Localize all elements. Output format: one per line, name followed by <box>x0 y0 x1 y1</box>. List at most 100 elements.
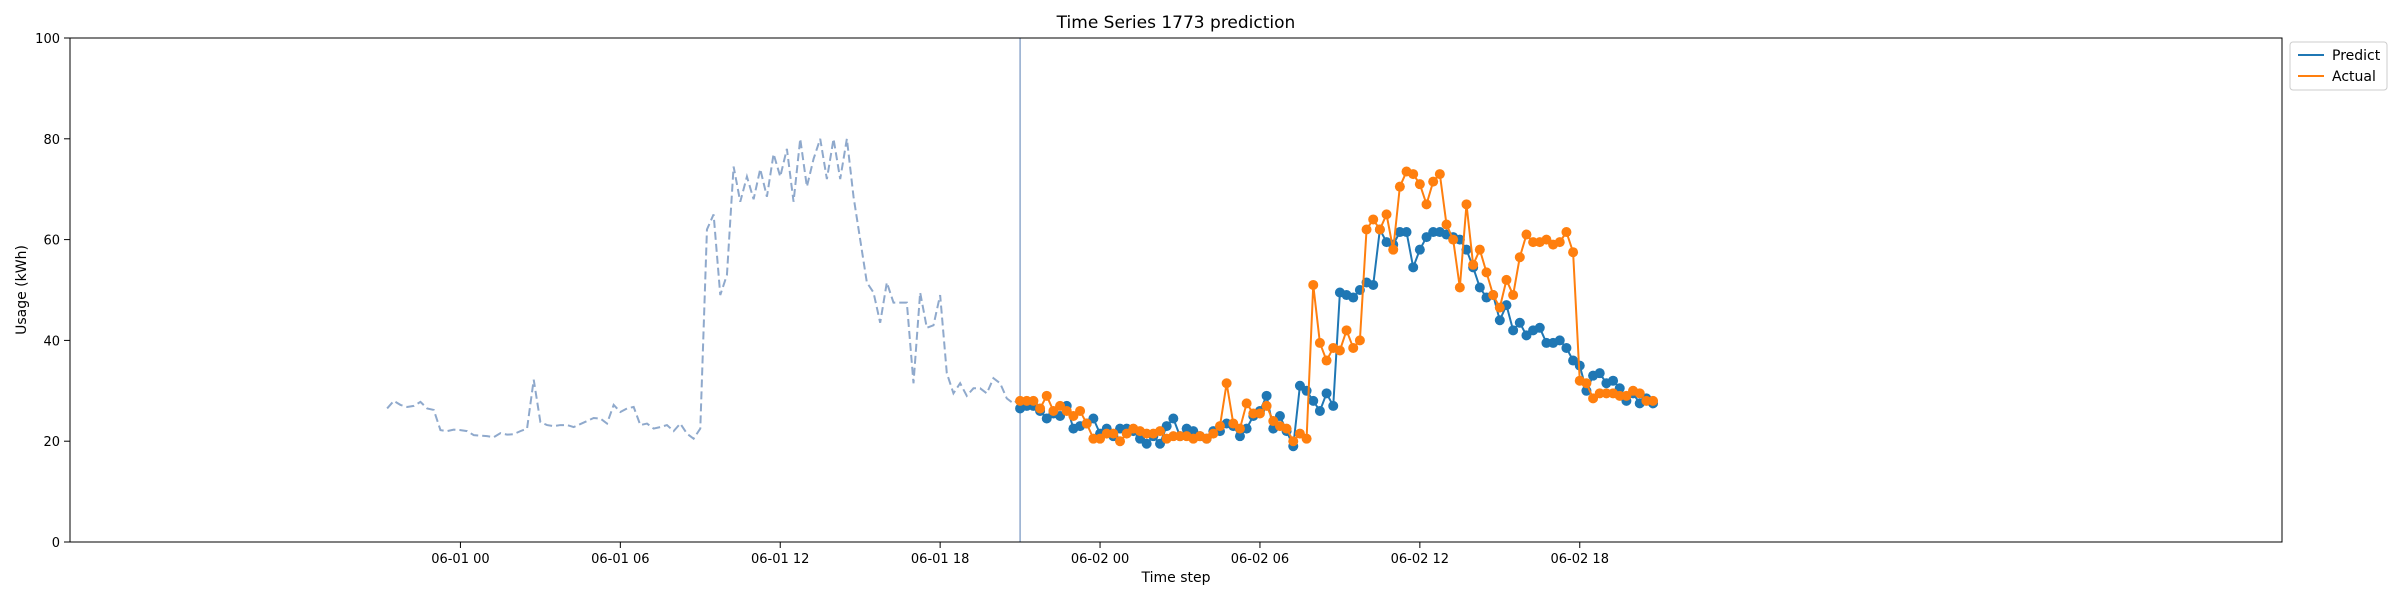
actual-point <box>1388 244 1399 255</box>
actual-point <box>1155 426 1166 437</box>
data-layer <box>386 38 1659 542</box>
actual-point <box>1341 325 1352 336</box>
axes-layer: 06-01 00 06-01 06 06-01 12 06-01 18 06-02 00… <box>35 32 2283 567</box>
actual-point <box>1241 398 1252 409</box>
predict-point <box>1348 292 1359 303</box>
actual-point <box>1454 282 1465 293</box>
legend: Predict Actual <box>2289 41 2388 91</box>
predict-point <box>1301 385 1312 396</box>
actual-point <box>1348 342 1359 353</box>
history-line <box>386 138 1021 441</box>
actual-point <box>1214 421 1225 432</box>
actual-point <box>1421 199 1432 210</box>
predict-point <box>1474 282 1485 293</box>
actual-point <box>1041 390 1052 401</box>
actual-point <box>1494 302 1505 313</box>
predict-point <box>1321 388 1332 399</box>
x-axis: 06-01 00 06-01 06 06-01 12 06-01 18 06-02 00… <box>431 542 1609 567</box>
actual-point <box>1381 209 1392 220</box>
predict-point <box>1508 325 1519 336</box>
predict-point <box>1561 342 1572 353</box>
predict-point <box>1168 413 1179 424</box>
chart-title: Time Series 1773 prediction <box>1056 13 1296 33</box>
actual-point <box>1234 423 1245 434</box>
actual-point <box>1648 395 1659 406</box>
actual-point <box>1581 378 1592 389</box>
predict-point <box>1594 368 1605 379</box>
predict-point <box>1314 405 1325 416</box>
y-tick-label: 0 <box>52 536 60 551</box>
x-tick-label: 06-01 12 <box>751 552 809 567</box>
actual-point <box>1368 214 1379 225</box>
y-axis-label: Usage (kWh) <box>14 245 30 335</box>
actual-point <box>1361 224 1372 235</box>
actual-point <box>1115 436 1126 447</box>
actual-points <box>1015 166 1659 447</box>
predict-point <box>1494 315 1505 326</box>
actual-point <box>1035 403 1046 414</box>
actual-point <box>1634 388 1645 399</box>
actual-point <box>1408 169 1419 180</box>
y-tick-label: 40 <box>43 334 60 349</box>
actual-point <box>1334 345 1345 356</box>
y-tick-label: 60 <box>43 234 60 249</box>
x-axis-label: Time step <box>1141 570 1211 586</box>
plot-frame <box>69 37 2283 543</box>
actual-point <box>1448 234 1459 245</box>
predict-point <box>1514 317 1525 328</box>
x-tick-label: 06-02 00 <box>1071 552 1129 567</box>
actual-point <box>1441 219 1452 230</box>
predict-point <box>1234 431 1245 442</box>
predict-point <box>1308 395 1319 406</box>
actual-point <box>1354 335 1365 346</box>
actual-point <box>1108 428 1119 439</box>
predict-point <box>1414 244 1425 255</box>
actual-point <box>1394 181 1405 192</box>
actual-point <box>1281 423 1292 434</box>
y-tick-label: 100 <box>35 32 60 47</box>
actual-point <box>1208 428 1219 439</box>
x-tick-label: 06-01 00 <box>431 552 489 567</box>
predict-point <box>1608 375 1619 386</box>
actual-point <box>1481 267 1492 278</box>
actual-point <box>1501 274 1512 285</box>
actual-point <box>1561 227 1572 238</box>
actual-point <box>1254 408 1265 419</box>
predict-point <box>1401 227 1412 238</box>
actual-point <box>1081 418 1092 429</box>
predict-point <box>1328 400 1339 411</box>
actual-point <box>1428 176 1439 187</box>
actual-point <box>1414 179 1425 190</box>
actual-point <box>1075 405 1086 416</box>
actual-point <box>1374 224 1385 235</box>
actual-point <box>1308 279 1319 290</box>
x-tick-label: 06-01 18 <box>911 552 969 567</box>
actual-point <box>1554 237 1565 248</box>
actual-point <box>1521 229 1532 240</box>
predict-point <box>1261 390 1272 401</box>
predict-point <box>1554 335 1565 346</box>
predict-points <box>1015 224 1659 452</box>
actual-point <box>1474 244 1485 255</box>
predict-point <box>1368 279 1379 290</box>
actual-point <box>1568 247 1579 258</box>
x-tick-label: 06-02 18 <box>1551 552 1609 567</box>
actual-point <box>1488 290 1499 301</box>
actual-point <box>1514 252 1525 263</box>
predict-point <box>1408 262 1419 273</box>
x-tick-label: 06-02 06 <box>1231 552 1289 567</box>
actual-point <box>1301 433 1312 444</box>
actual-point <box>1508 290 1519 301</box>
legend-label-actual: Actual <box>2332 69 2376 85</box>
predict-point <box>1141 438 1152 449</box>
actual-point <box>1028 395 1039 406</box>
y-tick-label: 20 <box>43 435 60 450</box>
actual-point <box>1261 400 1272 411</box>
x-tick-label: 06-01 06 <box>591 552 649 567</box>
actual-point <box>1468 259 1479 270</box>
actual-point <box>1221 378 1232 389</box>
actual-point <box>1461 199 1472 210</box>
actual-point <box>1321 355 1332 366</box>
